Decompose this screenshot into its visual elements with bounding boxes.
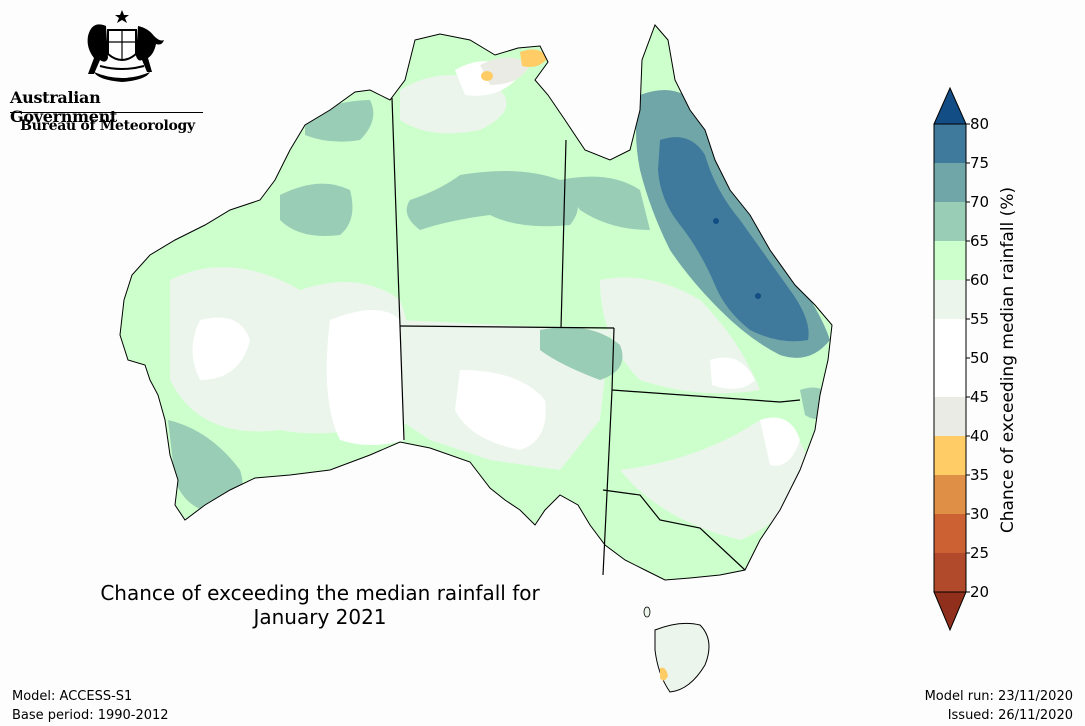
colorbar-tick-55: 55 [970, 310, 989, 328]
footer-right: Model run: 23/11/2020 Issued: 26/11/2020 [925, 687, 1073, 725]
colorbar-tick-25: 25 [970, 544, 989, 562]
base-period: Base period: 1990-2012 [12, 708, 169, 723]
model-name: Model: ACCESS-S1 [12, 689, 133, 704]
colorbar-tick-30: 30 [970, 505, 989, 523]
colorbar-band-40-45 [934, 397, 966, 436]
model-run-date: Model run: 23/11/2020 [924, 689, 1073, 704]
colorbar-tick-40: 40 [970, 427, 989, 445]
colorbar-tick-65: 65 [970, 232, 989, 250]
colorbar-cap-top [933, 86, 967, 125]
colorbar-band-25-30 [934, 514, 966, 553]
colorbar-band-50-55 [934, 319, 966, 358]
colorbar-band-70-75 [934, 163, 966, 202]
bureau-name: Bureau of Meteorology [20, 118, 195, 134]
colorbar-tick-70: 70 [970, 193, 989, 211]
bom-logo [20, 8, 220, 140]
colorbar-tick-80: 80 [970, 115, 989, 133]
colorbar-tick-75: 75 [970, 154, 989, 172]
government-name: Australian Government [10, 88, 118, 126]
colorbar-band-75-80 [934, 124, 966, 163]
colorbar-tick-35: 35 [970, 466, 989, 484]
colorbar-tick-20: 20 [970, 583, 989, 601]
commonwealth-coat-of-arms-icon [87, 10, 164, 82]
colorbar-tick-45: 45 [970, 388, 989, 406]
colorbar-band-45-50 [934, 358, 966, 397]
colorbar-band-65-70 [934, 202, 966, 241]
footer-left: Model: ACCESS-S1 Base period: 1990-2012 [12, 687, 169, 725]
map-title-line2: January 2021 [253, 605, 387, 629]
map-title: Chance of exceeding the median rainfall … [60, 581, 580, 629]
colorbar: 80 75 70 65 60 55 50 45 40 35 30 25 20 [933, 86, 989, 632]
colorbar-band-20-25 [934, 553, 966, 592]
map-title-line1: Chance of exceeding the median rainfall … [100, 581, 540, 605]
branding-divider [10, 112, 203, 113]
colorbar-tick-60: 60 [970, 271, 989, 289]
issued-date: Issued: 26/11/2020 [947, 708, 1073, 723]
colorbar-cap-bottom [933, 591, 967, 632]
colorbar-band-60-65 [934, 241, 966, 280]
colorbar-band-30-35 [934, 475, 966, 514]
colorbar-title: Chance of exceeding median rainfall (%) [998, 186, 1018, 534]
colorbar-band-55-60 [934, 280, 966, 319]
colorbar-tick-50: 50 [970, 349, 989, 367]
colorbar-band-35-40 [934, 436, 966, 475]
